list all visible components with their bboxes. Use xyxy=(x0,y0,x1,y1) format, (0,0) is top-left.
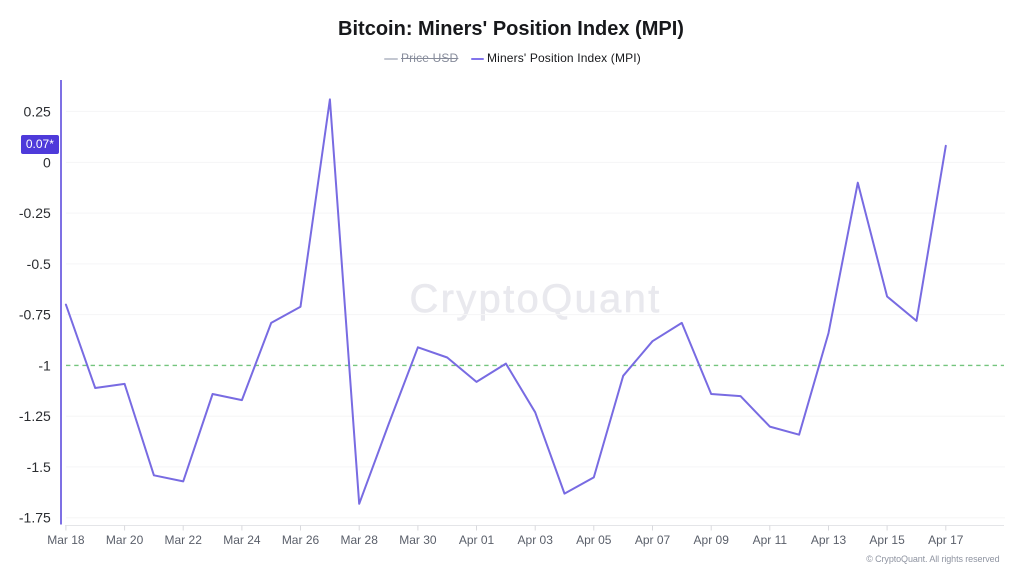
svg-text:Apr 13: Apr 13 xyxy=(811,533,847,547)
svg-text:Mar 30: Mar 30 xyxy=(399,533,437,547)
svg-text:-1: -1 xyxy=(38,357,51,373)
svg-text:Mar 18: Mar 18 xyxy=(47,533,85,547)
svg-text:Mar 22: Mar 22 xyxy=(165,533,203,547)
svg-text:-1.75: -1.75 xyxy=(19,510,51,526)
svg-text:Mar 20: Mar 20 xyxy=(106,533,144,547)
svg-text:-1.25: -1.25 xyxy=(19,408,51,424)
svg-text:Mar 28: Mar 28 xyxy=(341,533,379,547)
svg-text:Apr 09: Apr 09 xyxy=(694,533,730,547)
svg-text:0: 0 xyxy=(43,154,51,170)
svg-text:Apr 07: Apr 07 xyxy=(635,533,671,547)
svg-text:Mar 24: Mar 24 xyxy=(223,533,261,547)
svg-text:Apr 11: Apr 11 xyxy=(753,533,788,547)
svg-text:-0.25: -0.25 xyxy=(19,205,51,221)
svg-text:Apr 15: Apr 15 xyxy=(869,533,905,547)
svg-text:Apr 17: Apr 17 xyxy=(928,533,964,547)
svg-text:Apr 01: Apr 01 xyxy=(459,533,495,547)
svg-text:Mar 26: Mar 26 xyxy=(282,533,320,547)
svg-text:Apr 03: Apr 03 xyxy=(518,533,554,547)
svg-text:-0.5: -0.5 xyxy=(27,256,51,272)
svg-text:-0.75: -0.75 xyxy=(19,307,51,323)
svg-text:-1.5: -1.5 xyxy=(27,459,51,475)
svg-text:Apr 05: Apr 05 xyxy=(576,533,612,547)
svg-text:0.25: 0.25 xyxy=(24,103,51,119)
